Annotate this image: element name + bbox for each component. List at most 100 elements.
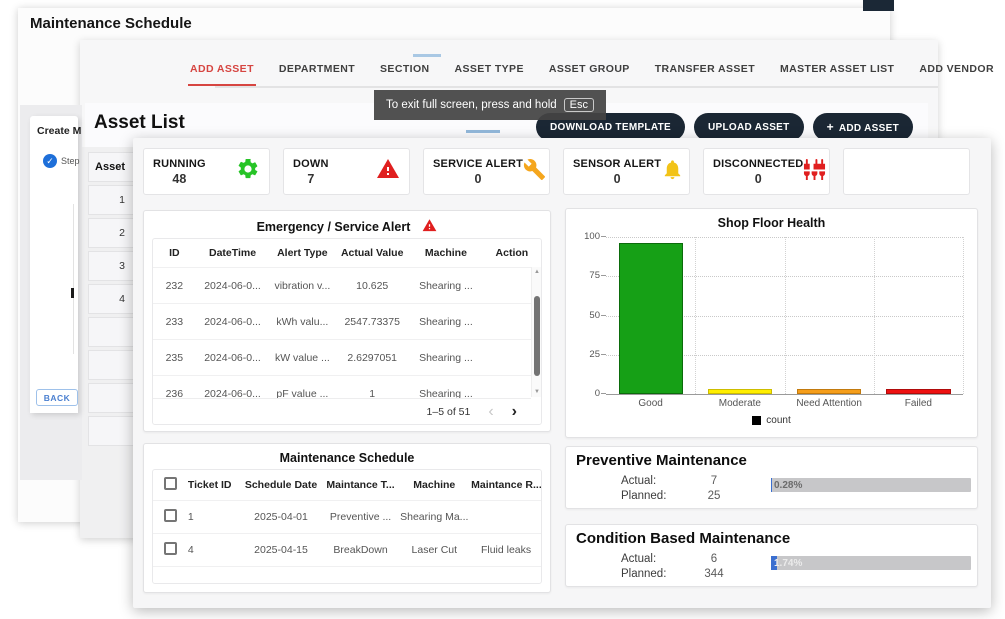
bars	[606, 237, 963, 394]
card-label: SERVICE ALERT	[433, 157, 524, 170]
schedule-row[interactable]: 1 2025-04-01 Preventive ... Shearing Ma.…	[153, 500, 541, 533]
drawer-title: Create M	[37, 125, 82, 137]
schedule-table: Ticket ID Schedule Date Maintance T... M…	[152, 469, 542, 584]
y-tick: 100	[584, 231, 600, 242]
alert-row[interactable]: 232 2024-06-0... vibration v... 10.625 S…	[153, 267, 541, 303]
card-label: DISCONNECTED	[713, 157, 804, 170]
progress-bar: 1.74%	[771, 556, 971, 570]
legend-label: count	[766, 415, 791, 426]
row-checkbox[interactable]	[163, 542, 177, 555]
asset-row-empty	[88, 383, 135, 413]
asset-row-2[interactable]: 2	[88, 218, 135, 248]
asset-nav-tabs: ADD ASSET DEPARTMENT SECTION ASSET TYPE …	[188, 57, 996, 88]
progress-label: 0.28%	[774, 479, 803, 491]
asset-row-empty	[88, 350, 135, 380]
bar-moderate	[707, 389, 772, 394]
x-label: Failed	[904, 398, 932, 409]
next-page-button[interactable]: ›	[511, 402, 517, 420]
alert-row[interactable]: 233 2024-06-0... kWh valu... 2547.73375 …	[153, 303, 541, 339]
progress-fill	[771, 478, 772, 492]
pagination-range: 1–5 of 51	[426, 405, 471, 418]
alert-row[interactable]: 236 2024-06-0... pF value ... 1 Shearing…	[153, 375, 541, 411]
x-label: Moderate	[718, 398, 761, 409]
upload-asset-button[interactable]: UPLOAD ASSET	[693, 113, 804, 141]
back-button[interactable]: BACK	[36, 389, 78, 406]
bell-icon	[661, 158, 684, 186]
planned-label: Planned:	[621, 568, 667, 580]
plugs-icon	[803, 158, 826, 186]
focus-indicator-dash	[466, 130, 500, 133]
x-label: Need Attention	[796, 398, 862, 409]
emergency-service-alert-panel: Emergency / Service Alert ID DateTime Al…	[143, 210, 551, 432]
dashboard-window: RUNNING 48 DOWN 7 SERVICE ALERT 0 SENSOR…	[133, 138, 991, 608]
alert-triangle-icon	[422, 218, 437, 236]
card-value: 7	[307, 171, 315, 186]
scrollbar-thumb[interactable]	[534, 295, 540, 377]
asset-row-4[interactable]: 4	[88, 284, 135, 314]
schedule-row[interactable]: 4 2025-04-15 BreakDown Laser Cut Fluid l…	[153, 533, 541, 566]
legend-swatch	[752, 416, 762, 425]
tab-department[interactable]: DEPARTMENT	[278, 63, 356, 75]
sensor-alert-card: SENSOR ALERT 0	[563, 148, 690, 195]
prev-page-button[interactable]: ‹	[488, 402, 494, 420]
alerts-table-header: ID DateTime Alert Type Actual Value Mach…	[169, 247, 529, 259]
asset-row-1[interactable]: 1	[88, 185, 135, 215]
disconnected-card: DISCONNECTED 0	[703, 148, 830, 195]
asset-row-3[interactable]: 3	[88, 251, 135, 281]
alert-row[interactable]: 235 2024-06-0... kW value ... 2.6297051 …	[153, 339, 541, 375]
y-tick: 25	[589, 348, 600, 360]
maintenance-schedule-panel: Maintenance Schedule Ticket ID Schedule …	[143, 443, 551, 593]
scroll-down-icon[interactable]: ▼	[534, 389, 540, 395]
create-maintenance-drawer: Create M ✓ Step BACK	[30, 116, 82, 413]
step-label: Step	[61, 156, 80, 166]
step-check-icon: ✓	[43, 154, 57, 168]
running-card: RUNNING 48	[143, 148, 270, 195]
service-alert-card: SERVICE ALERT 0	[423, 148, 550, 195]
asset-column-header: Asset	[88, 152, 135, 182]
card-value: 48	[172, 171, 187, 186]
card-label: DOWN	[293, 157, 329, 170]
shop-floor-health-panel: Shop Floor Health 0 25 50 75 100	[565, 208, 978, 438]
chart-legend: count	[566, 415, 977, 426]
clipped-label-fragment	[71, 288, 74, 298]
card-label: RUNNING	[153, 157, 206, 170]
card-value: 0	[754, 171, 762, 186]
focus-indicator-dash	[413, 54, 441, 57]
schedule-row-empty	[153, 566, 541, 583]
tabbar-divider	[215, 86, 938, 88]
kpi-title: Condition Based Maintenance	[576, 530, 791, 547]
tab-asset-group[interactable]: ASSET GROUP	[548, 63, 630, 75]
condition-based-maintenance-panel: Condition Based Maintenance Actual: 6 Pl…	[565, 524, 978, 587]
y-tick: 0	[594, 388, 600, 399]
actual-label: Actual:	[621, 475, 657, 487]
row-checkbox[interactable]	[163, 509, 177, 522]
y-tick: 50	[589, 309, 600, 321]
preventive-maintenance-panel: Preventive Maintenance Actual: 7 Planned…	[565, 446, 978, 509]
x-axis-labels: Good Moderate Need Attention Failed	[606, 398, 963, 409]
planned-label: Planned:	[621, 490, 667, 502]
tab-transfer-asset[interactable]: TRANSFER ASSET	[654, 63, 756, 75]
table-scrollbar[interactable]: ▲ ▼	[531, 267, 541, 397]
actual-value: 7	[710, 475, 718, 487]
gear-icon	[236, 157, 260, 186]
plus-icon: +	[826, 120, 834, 134]
add-asset-button[interactable]: + ADD ASSET	[812, 113, 913, 141]
tab-add-vendor[interactable]: ADD VENDOR	[919, 63, 994, 75]
tab-section[interactable]: SECTION	[380, 63, 430, 75]
alerts-table: ID DateTime Alert Type Actual Value Mach…	[152, 238, 542, 425]
progress-bar: 0.28%	[771, 478, 971, 492]
form-field-edge	[73, 204, 74, 354]
alerts-panel-title: Emergency / Service Alert	[144, 218, 550, 236]
select-all-checkbox[interactable]	[163, 477, 177, 490]
fullscreen-tooltip: To exit full screen, press and hold Esc	[374, 90, 606, 120]
schedule-table-header: Ticket ID Schedule Date Maintance T... M…	[153, 470, 541, 500]
actual-label: Actual:	[621, 553, 657, 565]
empty-card	[843, 148, 970, 195]
tab-add-asset[interactable]: ADD ASSET	[188, 57, 256, 86]
scroll-up-icon[interactable]: ▲	[534, 269, 540, 275]
bar-good	[618, 243, 683, 394]
tab-asset-type[interactable]: ASSET TYPE	[454, 63, 524, 75]
schedule-panel-title: Maintenance Schedule	[279, 451, 415, 465]
tab-master-asset-list[interactable]: MASTER ASSET LIST	[780, 63, 895, 75]
